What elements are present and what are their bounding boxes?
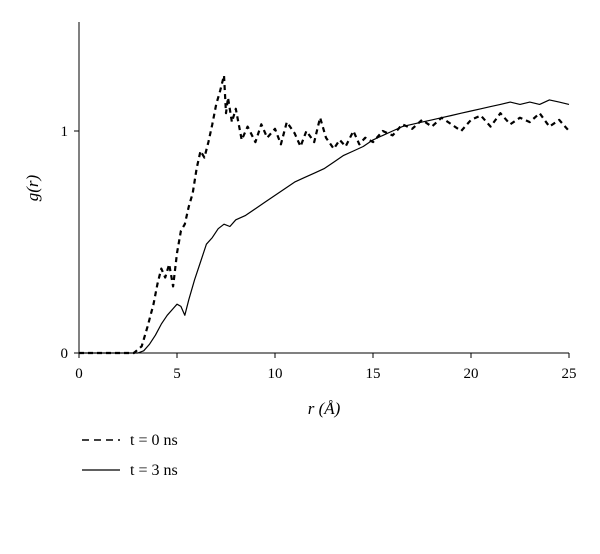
x-axis-label: r (Å)	[308, 399, 341, 418]
x-tick-label: 0	[75, 366, 83, 382]
legend: t = 0 ns t = 3 ns	[82, 432, 178, 479]
legend-label-t0: t = 0 ns	[130, 432, 178, 449]
x-tick-label: 25	[562, 366, 577, 382]
series-line-t0	[79, 74, 570, 355]
tick-labels: 0 5 10 15 20 25 0 1	[61, 124, 577, 382]
y-tick-label: 1	[61, 124, 69, 140]
series-line-t3	[79, 99, 570, 354]
series-layer	[79, 74, 570, 355]
x-tick-label: 15	[366, 366, 381, 382]
x-tick-label: 10	[268, 366, 283, 382]
y-tick-label: 0	[61, 346, 69, 362]
y-axis-label: g(r)	[23, 174, 42, 201]
x-tick-label: 5	[173, 366, 181, 382]
axes	[78, 22, 569, 354]
legend-label-t3: t = 3 ns	[130, 462, 178, 479]
x-tick-label: 20	[464, 366, 479, 382]
